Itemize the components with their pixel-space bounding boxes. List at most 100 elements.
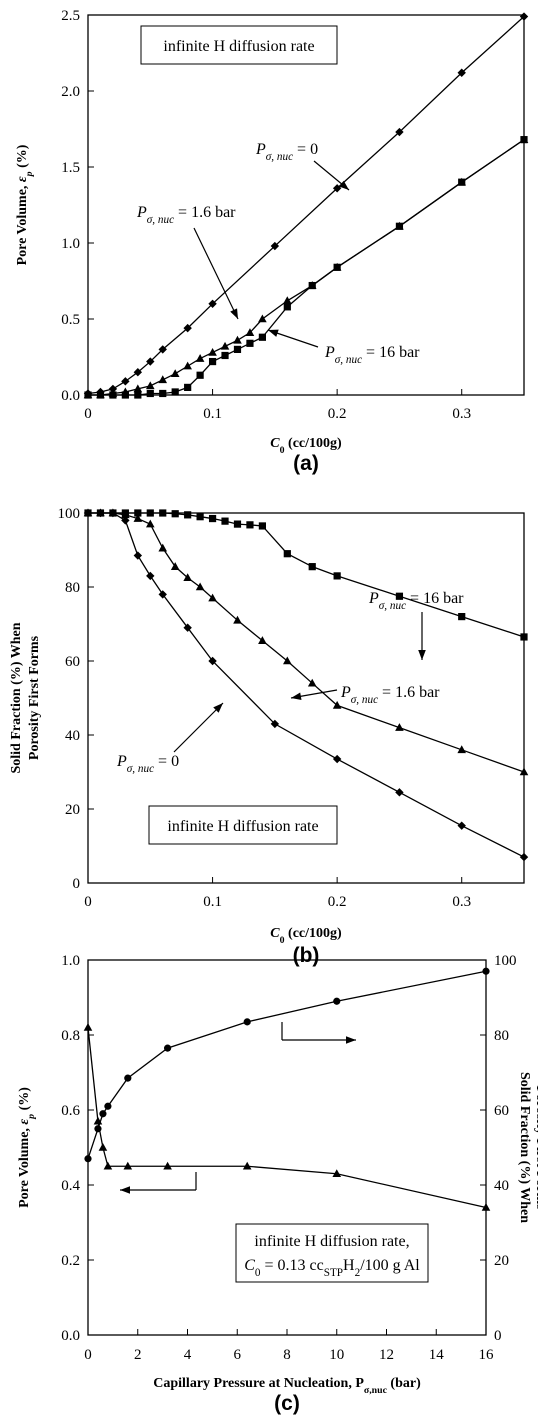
data-point [332,184,342,193]
note-box [140,25,338,65]
series-1 [83,1023,491,1211]
series-line [88,139,525,396]
data-point [103,1161,113,1170]
series-3 [84,509,528,641]
data-point [170,369,180,378]
data-point [208,347,217,356]
panel-2: 0 0.1 0.2 0.3 0 20 40 60 80 100 (b) infinite H diff… [9,506,529,967]
note-box [235,1223,429,1283]
y-tick-label: 0.6 [61,1103,80,1119]
data-point [395,592,404,600]
y-tick-label: 0.2 [61,1253,80,1269]
x-axis-label-part: σ,nuc [364,1385,388,1396]
data-point [183,361,192,370]
data-point [183,323,192,333]
data-point [171,510,179,518]
annotation-p0-part: P [255,141,266,158]
data-point [183,573,192,582]
x-tick-label: 12 [379,1347,394,1363]
y-tick-label: 0.0 [61,388,80,404]
y2-tick-label: 40 [494,1178,509,1194]
panel-1: 0 0.1 0.2 0.3 0.0 0.5 1.0 1.5 2.0 2.5 (a) infinite … [15,8,529,475]
data-point [109,391,117,399]
data-point [96,509,105,517]
annotation-p160-part: = 16 bar [406,590,464,607]
annotation-p0: Pσ, nuc = 0 [116,753,179,775]
data-point [220,341,230,350]
note-text-line2-part: 0 [255,1267,261,1279]
data-point [184,511,192,519]
y-tick-label: 1.0 [61,236,80,252]
x-axis-label: Capillary Pressure at Nucleation, Pσ,nuc… [153,1376,421,1396]
x-tick-label: 0.2 [328,894,347,910]
series-line [87,970,487,1159]
y2-axis-label-line2: Porosity First Forms [533,1085,538,1210]
data-point [109,509,117,517]
data-point [258,333,266,341]
data-point [457,821,466,830]
annotation-p0-part: σ, nuc [266,151,293,163]
panel-label: (c) [274,1392,300,1415]
x-tick-label: 0 [84,406,92,422]
data-point [221,517,229,525]
y-axis-label: Pore Volume, εp (%) [15,144,35,265]
data-point [98,1143,108,1151]
data-point [104,1102,112,1110]
data-point [245,328,255,336]
data-point [307,678,317,687]
data-point [208,514,217,523]
data-point [395,723,404,731]
series-2 [84,967,490,1163]
data-point [108,384,118,394]
data-point [133,368,143,377]
data-point [94,1125,102,1133]
x-tick-label: 0.3 [452,894,471,910]
data-point [283,656,292,665]
plot-frame [87,512,525,884]
data-point [332,754,342,764]
data-point [283,296,292,305]
data-point [121,377,130,386]
y-tick-label: 80 [65,580,80,596]
panel-label: (b) [293,944,320,967]
annotation-p0-part: σ, nuc [127,763,154,775]
data-point [83,1023,93,1031]
x-tick-label: 8 [283,1347,291,1363]
x-tick-label: 0.2 [328,406,347,422]
annotation-p0-part: P [116,753,127,770]
annotation-p16-arrow-shaft [193,227,239,320]
annotation-p160-part: P [368,590,379,607]
panel-label: (a) [293,452,319,475]
y-tick-label: 2.5 [61,8,80,24]
data-point [258,522,266,530]
y2-tick-label: 80 [494,1028,509,1044]
data-point [458,613,466,621]
series-line [88,512,525,858]
data-point [308,281,316,290]
y-tick-label: 0.8 [61,1028,80,1044]
annotation-p16-arrow-head [291,692,302,701]
data-point [457,68,466,77]
annotation-p16: Pσ, nuc = 1.6 bar [136,204,236,226]
data-point [146,389,154,398]
plot-frame [87,14,525,396]
x-axis-label-part: C [270,436,280,451]
data-point [195,582,205,591]
annotation-p160-part: P [324,344,335,361]
data-point [519,852,529,862]
data-point [332,1169,342,1178]
data-point [333,263,341,271]
annotation-p0-arrow-head [338,180,349,190]
data-point [482,967,490,975]
x-axis-label-part: Capillary Pressure at Nucleation, P [153,1376,364,1391]
annotation-p0-part: = 0 [154,753,179,770]
x-tick-label: 0.1 [203,894,222,910]
annotation-p16-part: = 1.6 bar [174,204,236,221]
y2-tick-label: 60 [494,1103,509,1119]
series-line [88,139,525,396]
series-2 [83,508,529,776]
x-axis-label: C0 (cc/100g) [270,926,342,946]
x-tick-label: 0 [84,1347,92,1363]
annotation-p160-part: σ, nuc [379,600,406,612]
